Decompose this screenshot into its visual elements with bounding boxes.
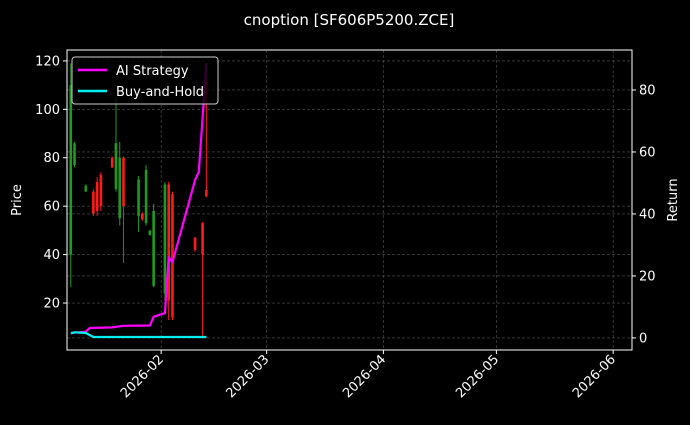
y-tick-label-left: 120 [35, 54, 60, 69]
y-tick-label-left: 20 [43, 297, 60, 312]
y-tick-label-right: 0 [639, 331, 647, 346]
candle-body [118, 157, 122, 219]
candles [69, 63, 208, 337]
candle-body [137, 179, 140, 216]
candle-body [148, 230, 152, 236]
legend-label-ai: AI Strategy [116, 64, 189, 79]
candle-body [171, 194, 174, 318]
candle-body [122, 157, 125, 207]
candle-body [201, 223, 204, 255]
legend-label-bh: Buy-and-Hold [116, 85, 204, 100]
candle-body [84, 185, 88, 192]
candle-body [69, 85, 73, 255]
y-tick-label-right: 80 [639, 83, 656, 98]
y-tick-label-left: 40 [43, 248, 60, 263]
y-axis-left-label: Price [10, 184, 25, 216]
y-tick-label-left: 100 [35, 103, 60, 118]
series-lines [70, 62, 208, 339]
candle-body [205, 189, 208, 197]
chart-title: cnoption [SF606P5200.ZCE] [244, 11, 455, 29]
candle-body [141, 213, 144, 220]
legend: AI Strategy Buy-and-Hold [71, 56, 219, 105]
candle-body [92, 191, 95, 214]
legend-box [71, 56, 219, 105]
y-tick-label-right: 40 [639, 207, 656, 222]
y-tick-label-right: 60 [639, 145, 656, 160]
candle-body [110, 157, 114, 168]
y-axis-right-label: Return [666, 178, 681, 221]
y-tick-label-left: 80 [43, 151, 60, 166]
y-tick-label-left: 60 [43, 200, 60, 215]
candle-body [114, 143, 118, 190]
grid [67, 50, 632, 350]
candle-body [193, 237, 197, 250]
candle-body [163, 184, 167, 294]
candle-body [99, 174, 103, 207]
candle-body [144, 169, 148, 224]
series-line-buy-and-hold [70, 331, 207, 339]
plot-frame [66, 49, 633, 351]
candle-body [152, 211, 155, 287]
candle-body [167, 184, 170, 301]
candle-body [95, 181, 99, 212]
y-tick-label-right: 20 [639, 269, 656, 284]
series-line-ai-strategy [70, 62, 208, 335]
candle-body [73, 143, 76, 166]
